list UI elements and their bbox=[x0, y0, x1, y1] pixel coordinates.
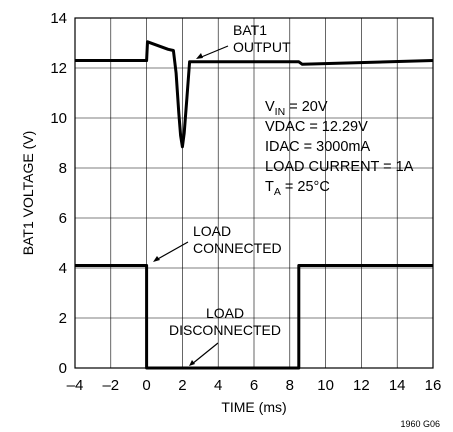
plot-frame bbox=[74, 17, 434, 369]
load-disconnected-label-line2: DISCONNECTED bbox=[169, 322, 281, 338]
y-tick-label: 2 bbox=[59, 310, 67, 327]
load-connected-label-line1: LOAD bbox=[193, 223, 231, 239]
condition-vdac: VDAC = 12.29V bbox=[265, 119, 368, 135]
load-disconnected-pointer bbox=[191, 342, 219, 365]
y-tick-label: 0 bbox=[59, 360, 67, 377]
load-disconnected-annotation: LOAD DISCONNECTED bbox=[169, 305, 281, 366]
condition-vin-main: V bbox=[265, 99, 275, 115]
condition-vin-rest: = 20V bbox=[285, 99, 328, 115]
y-tick-label: 10 bbox=[50, 110, 67, 127]
y-tick-label: 12 bbox=[50, 60, 67, 77]
test-conditions: VIN = 20V VDAC = 12.29V IDAC = 3000mA LO… bbox=[265, 99, 414, 198]
bat1-output-label-line2: OUTPUT bbox=[233, 39, 291, 55]
grid bbox=[74, 17, 434, 369]
load-disconnected-arrowhead bbox=[189, 360, 195, 366]
y-tick-labels: 0 2 4 6 8 10 12 14 bbox=[50, 10, 67, 377]
y-axis-label: BAT1 VOLTAGE (V) bbox=[20, 131, 36, 255]
condition-ta-rest: = 25°C bbox=[281, 179, 330, 195]
condition-ta-main: T bbox=[265, 179, 274, 195]
load-connected-label-line2: CONNECTED bbox=[193, 240, 282, 256]
y-tick-label: 4 bbox=[59, 260, 67, 277]
x-tick-label: 14 bbox=[389, 377, 406, 394]
x-tick-label: 6 bbox=[250, 377, 258, 394]
x-tick-label: 8 bbox=[286, 377, 294, 394]
load-connected-arrowhead bbox=[153, 256, 160, 262]
load-connected-annotation: LOAD CONNECTED bbox=[153, 223, 282, 262]
bat1-output-label-line1: BAT1 bbox=[233, 22, 267, 38]
y-tick-label: 8 bbox=[59, 160, 67, 177]
condition-ta: TA = 25°C bbox=[265, 179, 330, 198]
series-line-1 bbox=[75, 40, 434, 149]
x-tick-label: 4 bbox=[214, 377, 222, 394]
bat1-output-arrowhead bbox=[196, 53, 203, 59]
x-tick-label: –2 bbox=[102, 377, 119, 394]
x-tick-label: –4 bbox=[67, 377, 84, 394]
x-tick-label: 16 bbox=[425, 377, 442, 394]
condition-ta-sub: A bbox=[274, 186, 281, 198]
bat1-output-pointer bbox=[198, 45, 229, 59]
condition-idac: IDAC = 3000mA bbox=[265, 139, 371, 155]
x-tick-label: 12 bbox=[353, 377, 370, 394]
condition-vin: VIN = 20V bbox=[265, 99, 328, 118]
condition-load-current: LOAD CURRENT = 1A bbox=[265, 159, 414, 175]
figure-id: 1960 G06 bbox=[400, 419, 440, 429]
x-tick-label: 0 bbox=[142, 377, 150, 394]
x-tick-label: 10 bbox=[317, 377, 334, 394]
x-axis-label: TIME (ms) bbox=[221, 399, 286, 415]
load-disconnected-label-line1: LOAD bbox=[206, 305, 244, 321]
x-tick-label: 2 bbox=[178, 377, 186, 394]
y-tick-label: 6 bbox=[59, 210, 67, 227]
x-tick-labels: –4 –2 0 2 4 6 8 10 12 14 16 bbox=[67, 377, 442, 394]
bat1-output-annotation: BAT1 OUTPUT bbox=[196, 22, 291, 59]
y-tick-label: 14 bbox=[50, 10, 67, 27]
condition-vin-sub: IN bbox=[275, 106, 286, 118]
load-connected-pointer bbox=[155, 241, 189, 261]
